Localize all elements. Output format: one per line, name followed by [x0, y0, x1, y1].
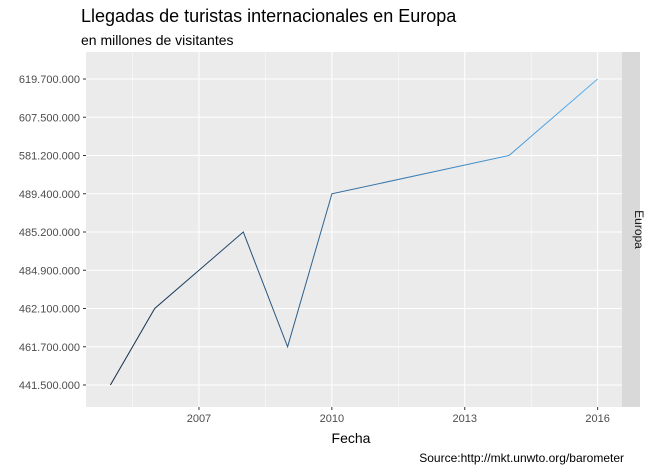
- y-tick-label: 441.500.000: [19, 380, 80, 392]
- y-tick-label: 489.400.000: [19, 189, 80, 201]
- y-tick-label: 619.700.000: [19, 74, 80, 86]
- chart-subtitle: en millones de visitantes: [81, 32, 234, 48]
- series-line: [109, 78, 598, 386]
- y-tick-label: 484.900.000: [19, 265, 80, 277]
- x-tick-label: 2010: [320, 413, 344, 425]
- y-tick-label: 461.700.000: [19, 342, 80, 354]
- x-tick-label: 2016: [585, 413, 609, 425]
- facet-strip-label: Europa: [632, 210, 646, 249]
- y-tick-label: 581.200.000: [19, 151, 80, 163]
- y-tick-label: 485.200.000: [19, 227, 80, 239]
- x-tick-label: 2013: [453, 413, 477, 425]
- facet-strip: [622, 52, 640, 407]
- y-tick-label: 462.100.000: [19, 304, 80, 316]
- chart-caption: Source:http://mkt.unwto.org/barometer: [419, 451, 624, 465]
- x-axis-title: Fecha: [332, 430, 371, 446]
- x-tick-label: 2007: [187, 413, 211, 425]
- y-tick-label: 607.500.000: [19, 112, 80, 124]
- plot-panel: [86, 52, 622, 407]
- chart-title: Llegadas de turistas internacionales en …: [81, 6, 457, 26]
